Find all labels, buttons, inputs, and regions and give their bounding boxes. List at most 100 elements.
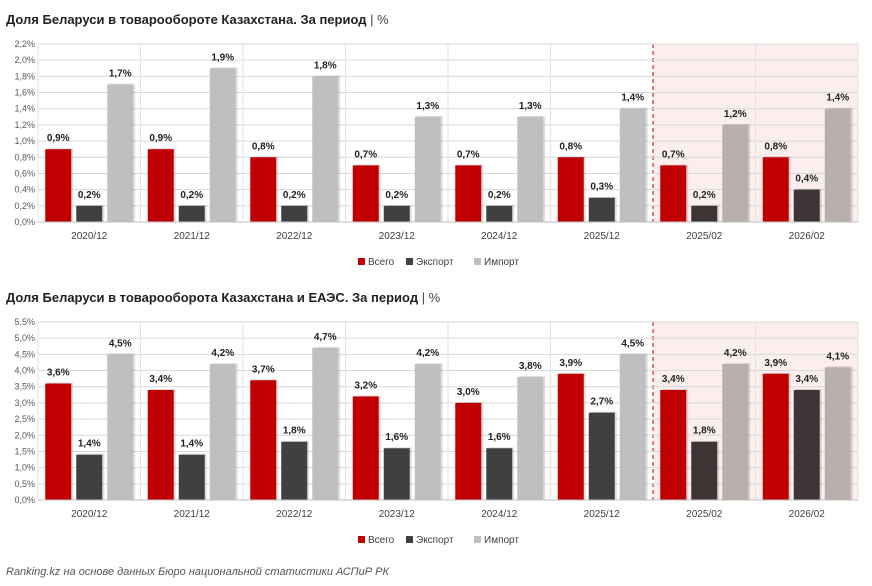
chart1-data-label: 0,7%: [354, 149, 377, 160]
chart2-data-label: 1,8%: [693, 426, 716, 437]
chart1-data-label: 0,4%: [795, 174, 818, 185]
chart1-data-label: 1,8%: [314, 60, 337, 71]
chart2-category-label: 2024/12: [481, 509, 518, 520]
chart2-bar: [619, 354, 646, 500]
chart1-ytick-label: 2,2%: [14, 39, 35, 49]
chart2-bar: [517, 377, 544, 500]
chart1-ytick-label: 1,0%: [14, 136, 35, 146]
chart1-bar: [147, 149, 174, 222]
chart2-bar: [45, 383, 72, 500]
chart1-bar: [588, 197, 615, 222]
chart1-bar: [762, 157, 789, 222]
chart1-legend-swatch: [358, 258, 365, 265]
chart2-bar: [281, 441, 308, 500]
chart1-bar: [178, 205, 205, 222]
chart2-bar: [107, 354, 134, 500]
chart2-data-label: 4,2%: [724, 348, 747, 359]
chart1-legend-swatch: [406, 258, 413, 265]
chart2-data-label: 4,5%: [621, 338, 644, 349]
chart2-data-label: 3,2%: [354, 380, 377, 391]
chart2-data-label: 1,6%: [385, 432, 408, 443]
chart2-plot: 0,0% 0,5% 1,0% 1,5% 2,0% 2,5% 3,0% 3,5% 4,0% 4,5%…: [14, 317, 859, 546]
chart2-bar: [824, 367, 851, 500]
chart1-bar: [486, 205, 513, 222]
chart2-bar: [455, 402, 482, 500]
chart2-bar: [486, 448, 513, 500]
chart2-data-label: 1,4%: [78, 439, 101, 450]
chart1-category-label: 2025/02: [686, 231, 723, 242]
chart2-data-label: 4,2%: [416, 348, 439, 359]
chart1-bar: [312, 76, 339, 222]
chart2-data-label: 3,9%: [559, 358, 582, 369]
chart2-category-label: 2020/12: [71, 509, 108, 520]
chart2-category-label: 2021/12: [174, 509, 211, 520]
chart2-bar: [793, 389, 820, 500]
chart1-bar: [250, 157, 277, 222]
chart2-legend-swatch: [358, 536, 365, 543]
chart1-ytick-label: 0,8%: [14, 152, 35, 162]
chart2-data-label: 2,7%: [590, 397, 613, 408]
chart2-data-label: 4,2%: [211, 348, 234, 359]
chart2-bar: [352, 396, 379, 500]
chart2-ytick-label: 3,5%: [14, 382, 35, 392]
chart2-bar: [209, 364, 236, 500]
chart2-data-label: 4,1%: [826, 351, 849, 362]
chart1-bar: [352, 165, 379, 222]
chart1-category-label: 2020/12: [71, 231, 108, 242]
chart1-legend-label: Импорт: [484, 257, 519, 268]
chart2-data-label: 3,9%: [764, 358, 787, 369]
chart2-bar: [691, 441, 718, 500]
chart2-bar: [557, 373, 584, 500]
chart1-ytick-label: 0,2%: [14, 201, 35, 211]
chart1-data-label: 0,9%: [47, 133, 70, 144]
chart1-data-label: 1,7%: [109, 68, 132, 79]
chart1-bar: [281, 205, 308, 222]
chart1-data-label: 1,2%: [724, 109, 747, 120]
chart2-data-label: 3,6%: [47, 367, 70, 378]
chart2-bar: [660, 389, 687, 500]
chart2-data-label: 1,6%: [488, 432, 511, 443]
chart1-ytick-label: 0,0%: [14, 217, 35, 227]
chart1-data-label: 0,2%: [180, 190, 203, 201]
chart1-data-label: 0,9%: [149, 133, 172, 144]
chart1-category-label: 2024/12: [481, 231, 518, 242]
chart1-data-label: 0,2%: [488, 190, 511, 201]
chart2-bar: [178, 454, 205, 500]
chart2-ytick-label: 5,5%: [14, 317, 35, 327]
chart1-data-label: 1,4%: [621, 93, 644, 104]
chart1-bar: [824, 108, 851, 222]
chart2-ytick-label: 4,5%: [14, 349, 35, 359]
chart1-bar: [660, 165, 687, 222]
chart2-bar: [312, 347, 339, 500]
chart1-legend-swatch: [474, 258, 481, 265]
chart1-bar: [209, 68, 236, 222]
chart2-data-label: 3,8%: [519, 361, 542, 372]
chart2-ytick-label: 2,5%: [14, 414, 35, 424]
chart2-data-label: 4,5%: [109, 338, 132, 349]
chart2-ytick-label: 2,0%: [14, 430, 35, 440]
chart2-data-label: 3,0%: [457, 387, 480, 398]
chart2-bar: [588, 412, 615, 500]
chart1-data-label: 0,2%: [283, 190, 306, 201]
chart1-data-label: 0,8%: [559, 141, 582, 152]
chart2-data-label: 1,4%: [180, 439, 203, 450]
chart1-data-label: 0,8%: [252, 141, 275, 152]
chart1-data-label: 1,3%: [416, 101, 439, 112]
chart2-bar: [414, 364, 441, 500]
chart1-ytick-label: 1,2%: [14, 120, 35, 130]
chart2-ytick-label: 3,0%: [14, 398, 35, 408]
chart2-data-label: 3,7%: [252, 364, 275, 375]
chart1-ytick-label: 1,8%: [14, 71, 35, 81]
chart1-bar: [45, 149, 72, 222]
chart2-legend-label: Экспорт: [416, 535, 454, 546]
chart1-legend-label: Всего: [368, 257, 395, 268]
chart1-data-label: 1,3%: [519, 101, 542, 112]
chart1-bar: [455, 165, 482, 222]
chart1-title: Доля Беларуси в товарообороте Казахстана…: [6, 12, 389, 27]
chart1-bar: [76, 205, 103, 222]
chart2-legend-swatch: [474, 536, 481, 543]
chart1-legend-label: Экспорт: [416, 257, 454, 268]
chart1-bar: [383, 205, 410, 222]
chart1-bar: [722, 124, 749, 222]
source-note: Ranking.kz на основе данных Бюро национа…: [6, 566, 389, 578]
